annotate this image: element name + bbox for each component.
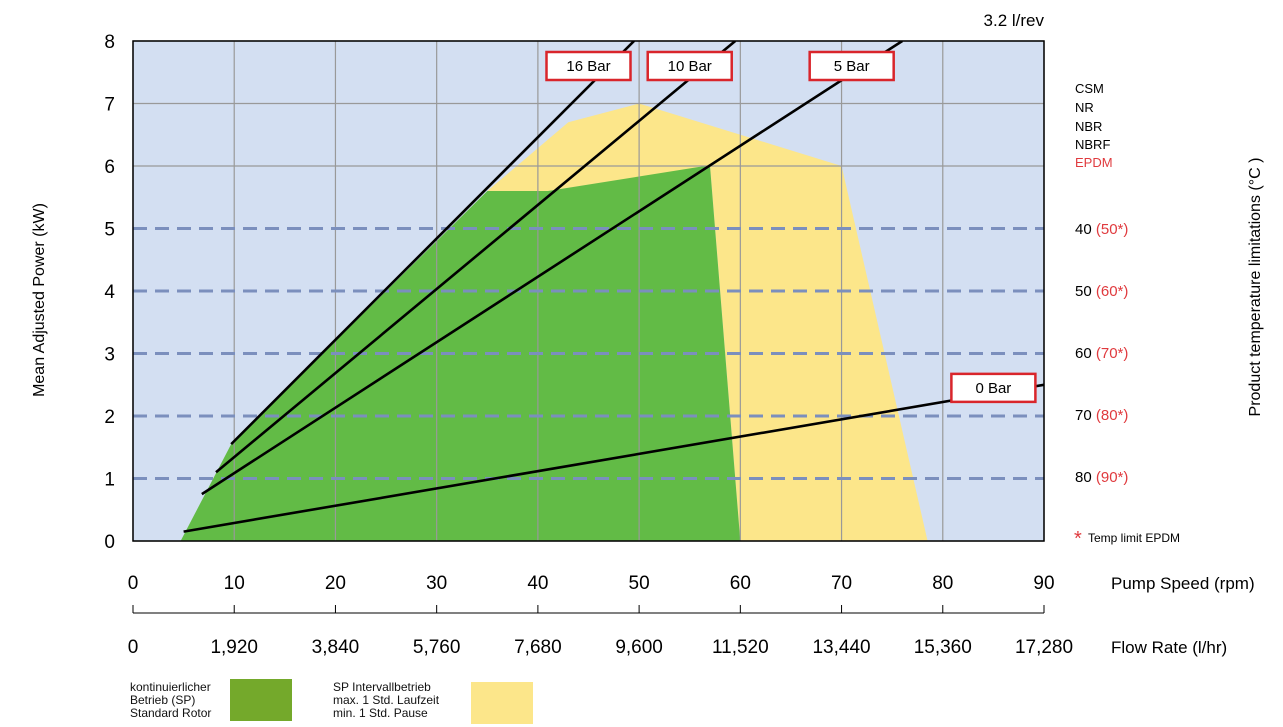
y-tick-label: 7 bbox=[104, 95, 115, 116]
material-list: CSM NR NBR NBRF EPDM bbox=[1075, 81, 1113, 170]
x-tick-label: 20 bbox=[325, 573, 346, 594]
pressure-label-box bbox=[808, 50, 895, 82]
x-tick-label: 40 bbox=[527, 573, 548, 594]
pressure-label: 5 Bar bbox=[834, 58, 870, 75]
legend-green-label: kontinuierlicher Betrieb (SP) Standard R… bbox=[130, 680, 212, 720]
top-label: 3.2 l/rev bbox=[984, 11, 1045, 30]
pressure-label-box bbox=[950, 372, 1037, 404]
flow-tick-label: 9,600 bbox=[615, 637, 663, 658]
footnote-star: * bbox=[1074, 528, 1082, 550]
flow-tick-label: 7,680 bbox=[514, 637, 562, 658]
x-tick-label: 10 bbox=[224, 573, 245, 594]
y-tick-label: 5 bbox=[104, 220, 115, 241]
temp-label: 40 (50*) bbox=[1075, 221, 1128, 238]
temperature-labels: 40 (50*) 50 (60*) 60 (70*) 70 (80*) 80 (… bbox=[1075, 221, 1128, 486]
legend-green-swatch bbox=[230, 679, 292, 721]
y-tick-label: 1 bbox=[104, 470, 115, 491]
material-epdm: EPDM bbox=[1075, 155, 1113, 170]
pressure-line bbox=[215, 41, 737, 474]
material-nbr: NBR bbox=[1075, 119, 1102, 134]
temp-label: 60 (70*) bbox=[1075, 345, 1128, 362]
y-tick-label: 6 bbox=[104, 157, 115, 178]
x-tick-label: 80 bbox=[932, 573, 953, 594]
y-tick-label: 0 bbox=[104, 532, 115, 553]
footnote-text: Temp limit EPDM bbox=[1088, 531, 1180, 545]
flow-tick-label: 17,280 bbox=[1015, 637, 1073, 658]
pressure-label: 16 Bar bbox=[566, 58, 610, 75]
region-continuous bbox=[180, 166, 741, 541]
x-tick-label: 0 bbox=[128, 573, 139, 594]
flow-tick-label: 1,920 bbox=[210, 637, 258, 658]
material-nbrf: NBRF bbox=[1075, 137, 1110, 152]
flow-tick-label: 3,840 bbox=[312, 637, 360, 658]
x-tick-label: 30 bbox=[426, 573, 447, 594]
temp-label: 80 (90*) bbox=[1075, 469, 1128, 486]
y-tick-label: 4 bbox=[104, 282, 115, 303]
x-axis-label: Pump Speed (rpm) bbox=[1111, 574, 1255, 593]
y-tick-label: 8 bbox=[104, 32, 115, 53]
x-tick-label: 70 bbox=[831, 573, 852, 594]
material-csm: CSM bbox=[1075, 81, 1104, 96]
x-tick-label: 90 bbox=[1033, 573, 1054, 594]
pressure-label: 10 Bar bbox=[668, 58, 712, 75]
y-tick-label: 2 bbox=[104, 407, 115, 428]
material-nr: NR bbox=[1075, 100, 1094, 115]
temp-label: 50 (60*) bbox=[1075, 283, 1128, 300]
flow-tick-label: 11,520 bbox=[712, 637, 769, 658]
pressure-line bbox=[230, 41, 635, 446]
y-axis-label: Mean Adjusted Power (kW) bbox=[31, 203, 48, 397]
pressure-label-box bbox=[646, 50, 733, 82]
flow-tick-label: 0 bbox=[128, 637, 139, 658]
flow-axis-label: Flow Rate (l/hr) bbox=[1111, 638, 1227, 657]
legend-yellow-swatch bbox=[471, 682, 533, 724]
legend-yellow-label: SP Intervallbetrieb max. 1 Std. Laufzeit… bbox=[333, 680, 440, 720]
footnote: * Temp limit EPDM bbox=[1074, 528, 1180, 550]
flow-tick-label: 13,440 bbox=[812, 637, 870, 658]
y-tick-label: 3 bbox=[104, 345, 115, 366]
plot-border bbox=[132, 40, 1045, 542]
flow-tick-label: 15,360 bbox=[914, 637, 972, 658]
pressure-line bbox=[183, 383, 1044, 533]
temp-label: 70 (80*) bbox=[1075, 407, 1128, 424]
x-tick-label: 60 bbox=[730, 573, 751, 594]
region-interval bbox=[487, 103, 928, 541]
pressure-label-box bbox=[545, 50, 632, 82]
y2-axis-label: Product temperature limitations (°C ) bbox=[1247, 158, 1264, 417]
pressure-label: 0 Bar bbox=[975, 380, 1011, 397]
pressure-line bbox=[201, 41, 903, 496]
flow-tick-label: 5,760 bbox=[413, 637, 461, 658]
x-tick-label: 50 bbox=[629, 573, 650, 594]
